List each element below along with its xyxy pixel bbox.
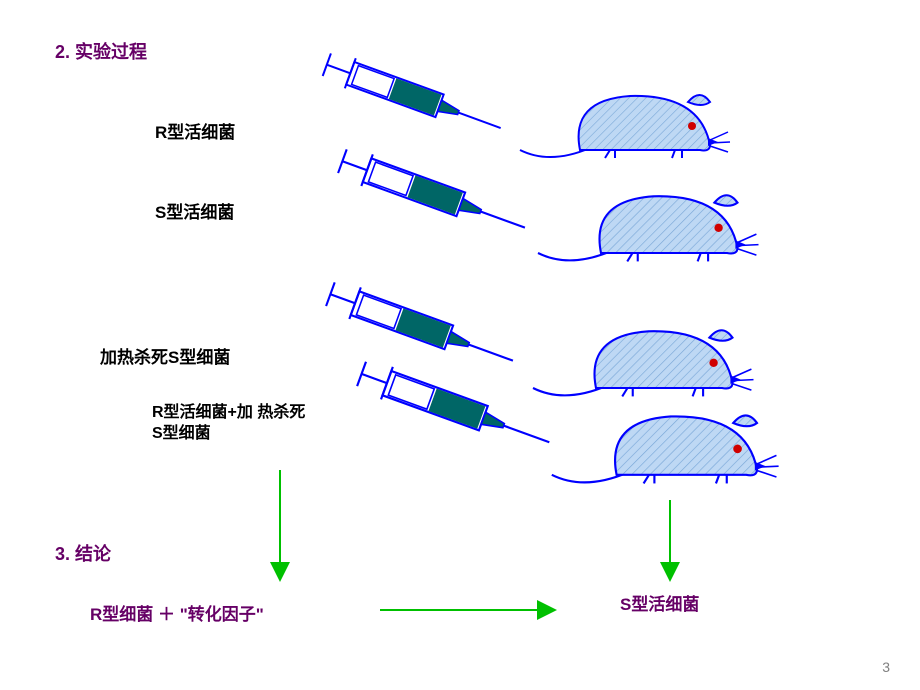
conclusion-left: R型细菌 ＋ "转化因子": [90, 600, 264, 625]
heading-conclusion: 3. 结论: [55, 540, 111, 566]
row-label-3: R型活细菌+加 热杀死 S型细菌: [152, 403, 305, 445]
syringe-2: [325, 278, 519, 376]
mouse-1: [538, 195, 759, 261]
syringe-0: [321, 50, 506, 143]
mouse-0: [520, 95, 730, 158]
mouse-3: [552, 415, 779, 483]
syringe-3: [356, 358, 556, 459]
conclusion-right: S型活细菌: [620, 590, 699, 615]
mouse-2: [533, 330, 754, 396]
page-number: 3: [882, 659, 890, 675]
row-label-2: 加热杀死S型细菌: [100, 343, 230, 368]
row-label-0: R型活细菌: [155, 118, 235, 143]
heading-process: 2. 实验过程: [55, 38, 147, 64]
row-label-1: S型活细菌: [155, 198, 234, 223]
syringe-1: [337, 145, 531, 243]
